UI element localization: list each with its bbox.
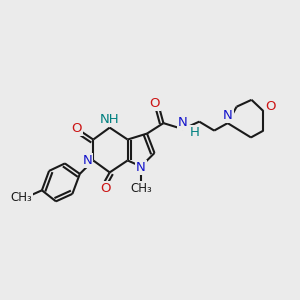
- Text: O: O: [266, 100, 276, 113]
- Text: CH₃: CH₃: [130, 182, 152, 195]
- Text: N: N: [223, 109, 232, 122]
- Text: H: H: [189, 126, 199, 139]
- Text: O: O: [72, 122, 82, 135]
- Text: CH₃: CH₃: [11, 191, 32, 204]
- Text: N: N: [136, 161, 146, 174]
- Text: N: N: [178, 116, 188, 129]
- Text: NH: NH: [100, 113, 119, 126]
- Text: O: O: [100, 182, 110, 195]
- Text: O: O: [149, 97, 160, 110]
- Text: N: N: [82, 154, 92, 167]
